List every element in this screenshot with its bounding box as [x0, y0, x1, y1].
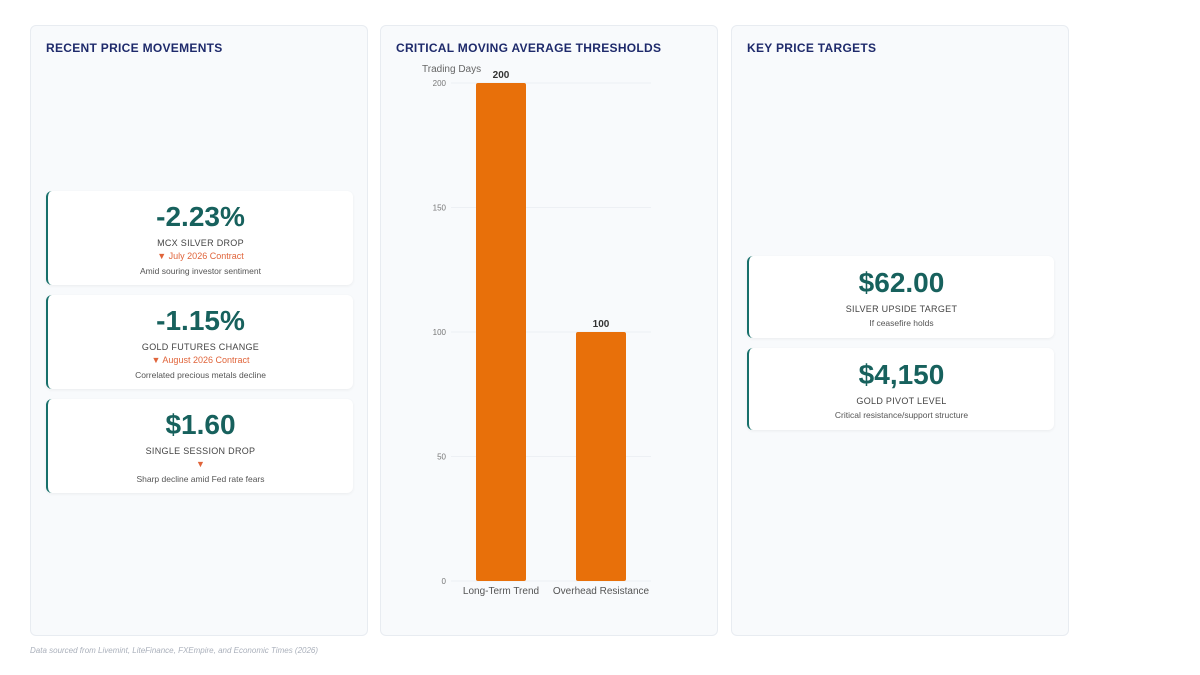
- source-footnote: Data sourced from Livemint, LiteFinance,…: [30, 646, 319, 655]
- stat-value: -2.23%: [156, 200, 245, 232]
- bar: [576, 332, 626, 581]
- stat-card-mcx-silver-drop: -2.23% MCX SILVER DROP ▼ July 2026 Contr…: [46, 191, 353, 285]
- x-tick-label: Long-Term Trend: [463, 586, 539, 597]
- stat-value: $62.00: [858, 266, 945, 298]
- stat-note: Critical resistance/support structure: [834, 409, 969, 420]
- y-tick-label: 200: [433, 79, 447, 88]
- stat-subtitle: ▼: [196, 458, 205, 469]
- stat-note: Correlated precious metals decline: [135, 369, 266, 380]
- bar-data-label: 100: [593, 319, 610, 330]
- stat-note: Sharp decline amid Fed rate fears: [136, 473, 265, 484]
- stat-card-list: $62.00 SILVER UPSIDE TARGET If ceasefire…: [747, 256, 1054, 430]
- bar: [476, 83, 526, 581]
- stat-label: GOLD FUTURES CHANGE: [141, 341, 260, 352]
- panel-title: RECENT PRICE MOVEMENTS: [46, 41, 223, 55]
- stat-note: If ceasefire holds: [869, 317, 934, 328]
- bar-data-label: 200: [493, 70, 510, 81]
- stat-subtitle: ▼ July 2026 Contract: [157, 250, 244, 261]
- key-price-targets-panel: KEY PRICE TARGETS $62.00 SILVER UPSIDE T…: [731, 25, 1069, 636]
- stat-card-silver-upside-target: $62.00 SILVER UPSIDE TARGET If ceasefire…: [747, 256, 1054, 338]
- stat-label: GOLD PIVOT LEVEL: [856, 395, 947, 406]
- stat-value: $4,150: [858, 358, 945, 390]
- bar-chart: Trading Days 0 50 100 150 200 200 Long-Term Tre…: [422, 64, 651, 597]
- y-axis-label: Trading Days: [422, 64, 481, 75]
- stat-subtitle: ▼ August 2026 Contract: [151, 354, 250, 365]
- stat-card-gold-pivot-level: $4,150 GOLD PIVOT LEVEL Critical resista…: [747, 348, 1054, 430]
- stat-label: MCX SILVER DROP: [157, 237, 244, 248]
- stat-value: -1.15%: [156, 304, 245, 336]
- y-tick-label: 150: [433, 204, 447, 213]
- moving-average-thresholds-panel: CRITICAL MOVING AVERAGE THRESHOLDS Tradi…: [380, 25, 718, 636]
- stat-card-list: -2.23% MCX SILVER DROP ▼ July 2026 Contr…: [46, 191, 353, 493]
- recent-price-movements-panel: RECENT PRICE MOVEMENTS -2.23% MCX SILVER…: [30, 25, 368, 636]
- stat-card-single-session-drop: $1.60 SINGLE SESSION DROP ▼ Sharp declin…: [46, 399, 353, 493]
- stat-card-gold-futures-change: -1.15% GOLD FUTURES CHANGE ▼ August 2026…: [46, 295, 353, 389]
- panel-title: CRITICAL MOVING AVERAGE THRESHOLDS: [396, 41, 662, 55]
- stat-label: SILVER UPSIDE TARGET: [845, 303, 958, 314]
- panel-title: KEY PRICE TARGETS: [747, 41, 877, 55]
- stat-value: $1.60: [165, 408, 236, 440]
- stat-label: SINGLE SESSION DROP: [145, 445, 256, 456]
- y-tick-label: 0: [442, 577, 447, 586]
- stat-note: Amid souring investor sentiment: [140, 265, 261, 276]
- x-tick-label: Overhead Resistance: [553, 586, 650, 597]
- y-tick-label: 100: [433, 328, 447, 337]
- y-tick-label: 50: [437, 453, 446, 462]
